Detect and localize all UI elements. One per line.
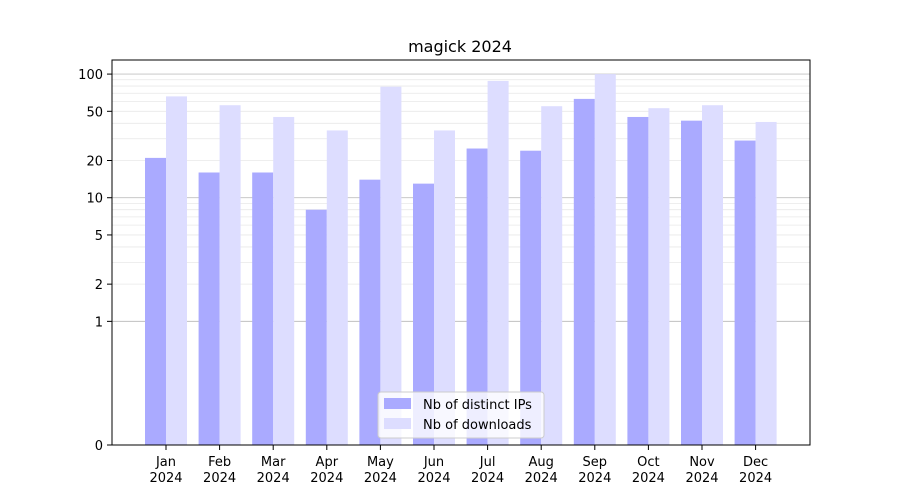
- x-tick-label-year: 2024: [203, 471, 236, 486]
- bar-distinct-ips-nov: [681, 120, 702, 446]
- x-tick-label-month: Jul: [479, 455, 496, 470]
- legend-box: [377, 391, 545, 439]
- x-tick-label-year: 2024: [257, 471, 290, 486]
- x-tick-label-year: 2024: [417, 471, 450, 486]
- x-tick-label-month: Sep: [583, 455, 608, 470]
- x-tick-label-year: 2024: [578, 471, 611, 486]
- bar-distinct-ips-oct: [627, 116, 649, 445]
- bar-distinct-ips-jul: [466, 148, 488, 445]
- bar-downloads-aug: [541, 106, 563, 445]
- bar-downloads-may: [380, 86, 402, 446]
- bar-downloads-dec: [755, 121, 777, 445]
- bar-downloads-jan: [166, 96, 187, 445]
- legend-swatch: [384, 418, 411, 429]
- bar-distinct-ips-apr: [305, 209, 327, 445]
- y-tick-label: 20: [86, 155, 103, 170]
- bar-distinct-ips-aug: [520, 150, 542, 445]
- x-tick-label-month: Aug: [529, 455, 554, 470]
- y-tick-label: 1: [95, 315, 103, 330]
- x-tick-label-year: 2024: [739, 471, 772, 486]
- x-tick-label-month: Mar: [261, 455, 286, 470]
- x-tick-label-year: 2024: [525, 471, 558, 486]
- legend-label: Nb of distinct IPs: [423, 398, 532, 413]
- legend-label: Nb of downloads: [423, 418, 532, 433]
- bar-downloads-feb: [219, 105, 241, 445]
- bar-distinct-ips-sep: [573, 98, 595, 445]
- x-tick-label-month: May: [367, 455, 394, 470]
- y-tick-label: 5: [95, 229, 103, 244]
- legend: Nb of distinct IPs Nb of downloads: [377, 391, 545, 439]
- bar-downloads-nov: [702, 105, 723, 445]
- x-tick-label-month: Dec: [743, 455, 768, 470]
- y-tick-label: 10: [86, 192, 103, 207]
- x-tick-label-year: 2024: [310, 471, 343, 486]
- y-tick-label: 50: [86, 105, 103, 120]
- bar-distinct-ips-may: [359, 179, 381, 446]
- bar-downloads-jun: [434, 130, 455, 445]
- bars: [145, 74, 777, 446]
- bar-distinct-ips-jun: [413, 183, 434, 445]
- x-tick-label-year: 2024: [364, 471, 397, 486]
- x-tick-label-month: Feb: [208, 455, 231, 470]
- y-tick-label: 2: [95, 278, 103, 293]
- x-tick-label-month: Jun: [423, 455, 444, 470]
- bar-distinct-ips-jan: [145, 157, 166, 446]
- x-tick-label-month: Apr: [316, 455, 339, 470]
- x-tick-label-month: Oct: [637, 455, 659, 470]
- chart-title: magick 2024: [408, 37, 512, 56]
- x-tick-label-month: Nov: [689, 455, 715, 470]
- y-tick-label: 100: [78, 68, 103, 83]
- x-tick-label-month: Jan: [155, 455, 176, 470]
- axes: 0125102050100Jan2024Feb2024Mar2024Apr202…: [78, 59, 811, 486]
- bar-downloads-jul: [487, 80, 509, 445]
- bar-downloads-apr: [326, 130, 348, 445]
- x-tick-label-year: 2024: [685, 471, 718, 486]
- legend-swatch: [384, 398, 411, 409]
- bar-distinct-ips-dec: [734, 140, 756, 445]
- plot-frame: [111, 59, 811, 446]
- bar-downloads-sep: [594, 74, 616, 446]
- x-tick-label-year: 2024: [149, 471, 182, 486]
- bar-downloads-oct: [648, 108, 670, 445]
- x-tick-label-year: 2024: [471, 471, 504, 486]
- x-tick-label-year: 2024: [632, 471, 665, 486]
- y-tick-label: 0: [95, 439, 103, 454]
- bar-downloads-mar: [273, 116, 295, 445]
- bar-distinct-ips-feb: [198, 172, 220, 446]
- bar-distinct-ips-mar: [252, 172, 274, 446]
